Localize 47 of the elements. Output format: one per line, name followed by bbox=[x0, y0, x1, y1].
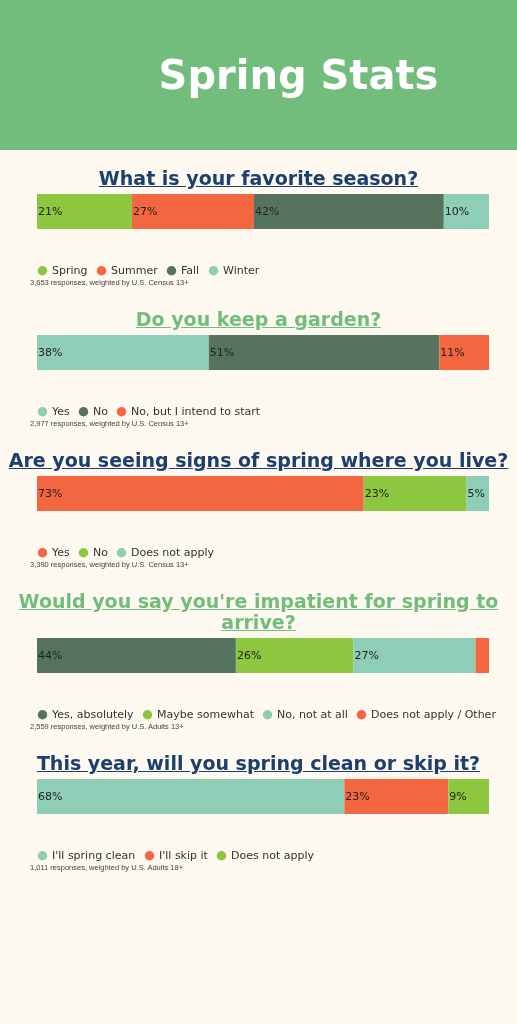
legend-label: Yes bbox=[51, 545, 71, 559]
data-label: 44% bbox=[38, 648, 63, 662]
legend-label: No, not at all bbox=[277, 707, 348, 721]
legend-label: Does not apply bbox=[131, 545, 215, 559]
data-label: 23% bbox=[364, 486, 390, 500]
bar bbox=[253, 193, 444, 229]
bar bbox=[131, 193, 254, 229]
data-label: 27% bbox=[132, 204, 158, 218]
data-label: 38% bbox=[38, 345, 63, 359]
legend-label: Yes, absolutely bbox=[51, 707, 135, 721]
bar bbox=[443, 193, 489, 229]
bar bbox=[37, 638, 236, 674]
legend-label: No bbox=[93, 404, 109, 418]
legend-label: Yes bbox=[51, 404, 71, 418]
data-label: 26% bbox=[236, 648, 262, 662]
chart-title: Are you seeing signs of spring where you live? bbox=[8, 448, 509, 472]
legend-label: No, but I intend to start bbox=[131, 404, 261, 418]
data-label: 23% bbox=[345, 789, 370, 803]
chart-title: Do you keep a garden? bbox=[134, 307, 383, 331]
data-label: 68% bbox=[38, 789, 63, 803]
data-label: 42% bbox=[254, 204, 280, 218]
data-label: 27% bbox=[354, 648, 379, 662]
legend-label: Maybe somewhat bbox=[157, 707, 255, 721]
legend-label: Spring bbox=[52, 263, 88, 277]
legend-label: Does not apply bbox=[231, 848, 315, 862]
legend-label: Summer bbox=[111, 263, 159, 277]
data-label: 21% bbox=[38, 204, 63, 218]
data-label: 51% bbox=[209, 345, 235, 359]
bar bbox=[475, 638, 489, 674]
legend-label: I'll skip it bbox=[159, 848, 209, 862]
legend-label: No bbox=[93, 545, 109, 559]
bar bbox=[235, 638, 354, 674]
legend-label: I'll spring clean bbox=[52, 848, 136, 862]
legend-label: Fall bbox=[181, 263, 200, 277]
legend-label: Does not apply / Other bbox=[371, 707, 497, 721]
text: Spring Stats bbox=[158, 52, 439, 98]
data-label: 5% bbox=[467, 486, 486, 500]
data-label: 73% bbox=[38, 486, 63, 500]
chart-title: This year, will you spring clean or skip it? bbox=[35, 752, 482, 776]
bar bbox=[353, 638, 476, 674]
data-label: 11% bbox=[440, 345, 465, 359]
data-label: 9% bbox=[449, 789, 467, 803]
chart-title: What is your favorite season? bbox=[97, 167, 420, 190]
legend-label: Winter bbox=[223, 263, 260, 277]
data-label: 10% bbox=[444, 204, 470, 218]
bar bbox=[37, 193, 132, 229]
chart-title: Would you say you're impatient for spring to arrive? bbox=[17, 589, 500, 635]
